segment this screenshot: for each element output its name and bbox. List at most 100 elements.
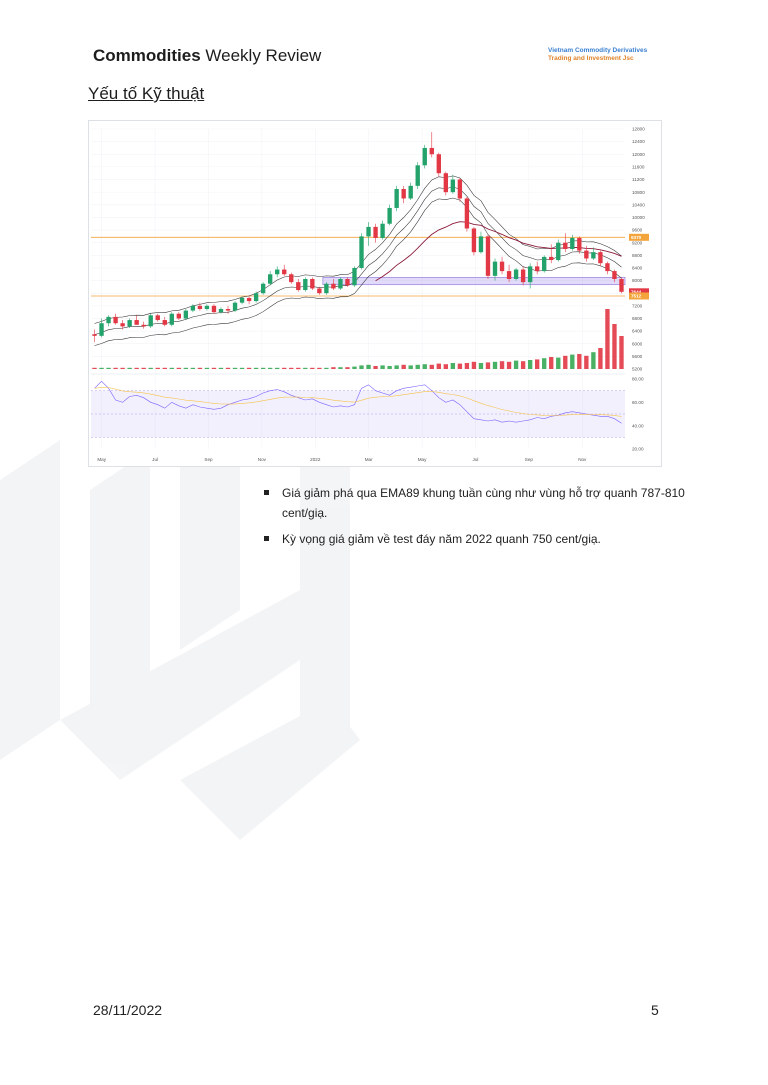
volume-bar [176, 367, 182, 369]
candle-body [429, 147, 434, 155]
section-heading: Yếu tố Kỹ thuật [88, 84, 205, 103]
price-tick-label: 10400 [632, 202, 645, 207]
support-zone [322, 277, 626, 286]
brand-line-1: Vietnam Commodity Derivatives [548, 47, 648, 54]
volume-bar [317, 367, 322, 369]
volume-bar [106, 367, 111, 369]
volume-bar [113, 367, 118, 369]
volume-bar [324, 367, 329, 369]
candle-body [556, 242, 561, 261]
volume-bar [619, 336, 624, 369]
time-tick-label: Mar [365, 457, 373, 462]
volume-bar [527, 360, 533, 369]
candle-body [584, 250, 589, 259]
price-tick-label: 5600 [632, 354, 643, 359]
candle-body [345, 279, 350, 286]
candle-body [513, 269, 519, 279]
candle-body [380, 223, 385, 238]
volume-bar [520, 361, 526, 369]
candle-body [141, 324, 146, 327]
volume-bar [598, 348, 603, 369]
volume-bar [513, 360, 519, 369]
candle-body [359, 236, 364, 268]
candle-body [317, 288, 322, 294]
candle-body [450, 179, 456, 193]
volume-bar [605, 309, 610, 369]
volume-bar [92, 367, 97, 369]
candle-body [457, 179, 463, 199]
rsi-tick-label: 80.00 [632, 377, 644, 382]
rsi-tick-label: 60.00 [632, 400, 644, 405]
time-tick-label: Nov [258, 457, 267, 462]
volume-bar [457, 363, 463, 369]
volume-bar [387, 366, 392, 369]
price-tick-label: 8000 [632, 278, 643, 283]
time-tick-label: 2022 [310, 457, 321, 462]
candle-body [331, 283, 336, 289]
footer-date: 28/11/2022 [93, 1002, 163, 1018]
candle-body [120, 323, 125, 327]
candle-body [169, 313, 174, 325]
brand-line-2: Trading and Investment Jsc [548, 55, 634, 62]
volume-bar [380, 365, 385, 369]
candle-body [282, 269, 287, 275]
candle-body [612, 271, 617, 279]
volume-bar [183, 367, 189, 369]
volume-bar [296, 367, 301, 369]
volume-bar [232, 367, 238, 369]
candle-body [232, 302, 238, 311]
candle-body [106, 316, 111, 324]
volume-bar [352, 366, 357, 369]
candle-body [563, 242, 568, 249]
candle-body [260, 283, 266, 294]
candle-body [92, 334, 97, 336]
candle-body [338, 279, 343, 289]
price-tick-label: 6400 [632, 329, 643, 334]
time-tick-label: Jul [152, 457, 158, 462]
bullet-item: Giá giảm phá qua EMA89 khung tuần cùng n… [262, 483, 702, 523]
candle-body [464, 198, 470, 229]
price-tick-label: 9600 [632, 228, 643, 233]
volume-bar [331, 367, 336, 369]
candle-body [499, 261, 505, 272]
candle-body [204, 305, 210, 309]
candle-body [134, 320, 139, 325]
volume-bar [359, 365, 364, 369]
volume-bar [169, 367, 174, 369]
document-title: Commodities Weekly Review [93, 46, 321, 66]
price-tag-label: 7644 [631, 290, 642, 295]
volume-bar [127, 367, 132, 369]
volume-bar [577, 354, 582, 369]
candle-body [162, 320, 167, 325]
volume-bar [464, 363, 470, 369]
candle-body [401, 189, 406, 199]
volume-bar [275, 367, 280, 369]
candle-body [598, 252, 603, 264]
candle-body [253, 293, 259, 302]
candle-body [394, 189, 399, 208]
company-brand: Vietnam Commodity Derivatives Trading an… [548, 47, 647, 63]
candle-body [239, 297, 245, 303]
candle-body [246, 297, 252, 302]
price-tick-label: 12000 [632, 152, 645, 157]
price-tick-label: 8800 [632, 253, 643, 258]
rsi-tick-label: 40.00 [632, 423, 644, 428]
volume-bar [415, 364, 420, 369]
volume-bar [239, 367, 245, 369]
price-tick-label: 10000 [632, 215, 645, 220]
volume-bar [303, 367, 308, 369]
bullet-list: Giá giảm phá qua EMA89 khung tuần cùng n… [262, 483, 702, 555]
price-tick-label: 6000 [632, 341, 643, 346]
volume-bar [570, 354, 575, 369]
price-tick-label: 9200 [632, 240, 643, 245]
rsi-tick-label: 20.00 [632, 447, 644, 452]
price-tag [629, 288, 649, 296]
title-rest: Weekly Review [200, 46, 322, 65]
volume-bar [218, 367, 224, 369]
candle-body [211, 305, 217, 313]
price-tick-label: 11200 [632, 177, 645, 182]
title-bold: Commodities [93, 46, 201, 65]
candle-body [225, 309, 231, 311]
candle-body [183, 310, 189, 319]
volume-bar [492, 361, 498, 369]
